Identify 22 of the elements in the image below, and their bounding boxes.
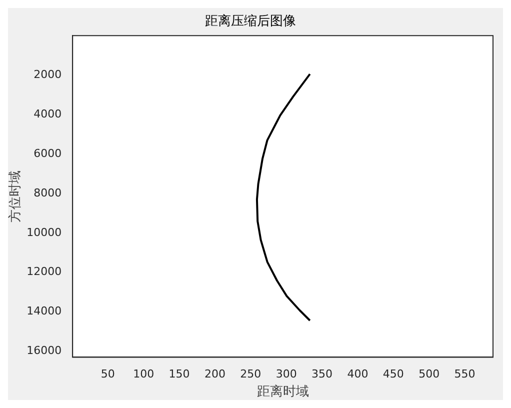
y-tick-label: 14000 [26, 304, 62, 318]
x-tick-label: 200 [204, 368, 226, 381]
y-tick-label: 6000 [34, 146, 62, 160]
y-tick-label: 12000 [26, 265, 62, 278]
x-tick-label: 50 [100, 368, 115, 381]
y-tick-label: 4000 [34, 107, 62, 120]
x-tick-label: 100 [133, 368, 154, 381]
y-tick-label: 8000 [34, 186, 62, 200]
x-tick-label: 250 [240, 368, 262, 381]
x-tick-label: 350 [312, 368, 333, 381]
x-tick-label: 550 [454, 368, 476, 381]
x-tick-label: 400 [347, 368, 368, 381]
y-tick-label: 10000 [26, 226, 62, 239]
y-tick-label: 2000 [34, 68, 62, 81]
y-axis-title: 方位时域 [7, 170, 24, 222]
x-tick-label: 450 [382, 368, 404, 381]
x-tick-label: 300 [276, 368, 297, 381]
chart-title: 距离压缩后图像 [205, 13, 296, 30]
y-tick-label: 16000 [26, 344, 62, 358]
x-tick-label: 500 [418, 368, 440, 381]
x-axis-title: 距离时域 [256, 384, 309, 400]
x-tick-label: 150 [168, 368, 190, 381]
